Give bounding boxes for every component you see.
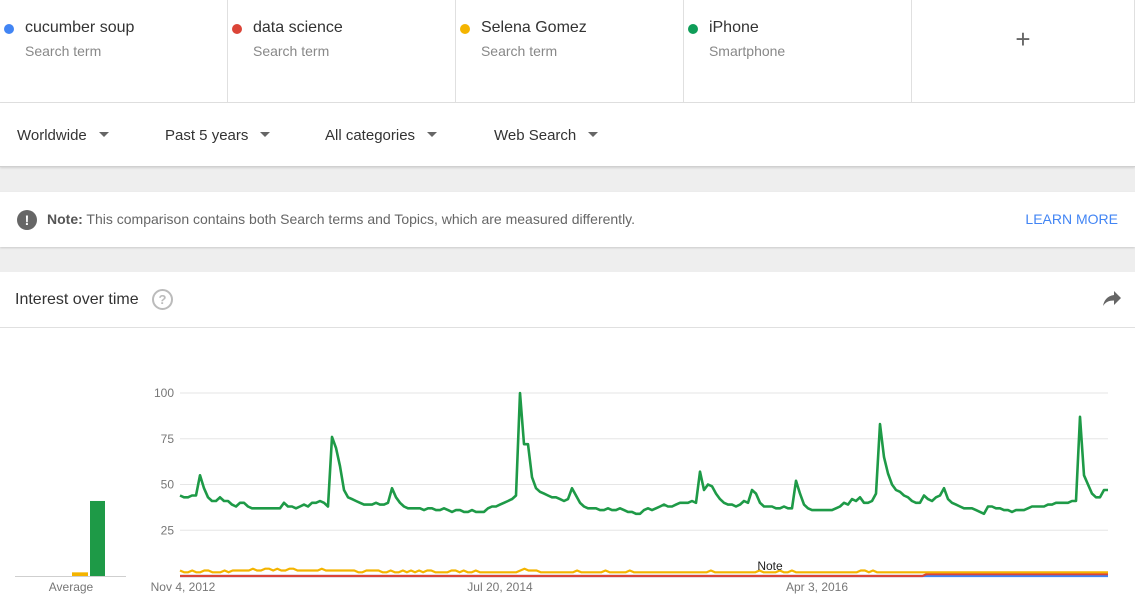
caret-down-icon [427,131,438,137]
search-type-dropdown[interactable]: Web Search [494,127,599,144]
y-tick-label: 75 [161,432,175,446]
interest-over-time-card: Interest over time ? 100 75 50 25 Average Nov… [0,272,1135,609]
average-bar-selena-gomez [72,572,88,576]
search-terms-bar: cucumber soup Search term data science S… [0,0,1135,103]
caret-down-icon [98,131,109,137]
term-name: Selena Gomez [480,19,587,36]
series-line-selena-gomez [179,567,1108,574]
term-kind: Smartphone [708,43,786,59]
x-tick-label: Jul 20, 2014 [467,580,533,594]
filter-bar: Worldwide Past 5 years All categories We… [0,103,1135,167]
category-dropdown[interactable]: All categories [325,127,438,144]
card-header: Interest over time ? [0,272,1135,328]
learn-more-link[interactable]: LEARN MORE [1025,211,1118,227]
note-text: This comparison contains both Search ter… [86,211,636,227]
caret-down-icon [260,131,271,137]
period-dropdown[interactable]: Past 5 years [165,127,271,144]
term-name: cucumber soup [25,19,135,36]
term-name: data science [252,19,343,36]
search-type-label: Web Search [494,127,577,144]
term-name: iPhone [708,19,759,36]
term-kind: Search term [252,43,330,59]
chart-note-annotation: Note [757,559,783,573]
interest-chart: 100 75 50 25 Average Nov 4, 2012 Jul 20, 2014 A… [15,386,1108,594]
caret-down-icon [588,131,599,137]
term-kind: Search term [25,43,102,59]
series-color-dot [459,24,470,34]
term-selena-gomez[interactable]: Selena Gomez Search term [456,0,684,103]
category-label: All categories [325,127,416,144]
x-tick-label: Nov 4, 2012 [151,580,216,594]
series-color-dot [231,24,242,34]
comparison-note: ! Note: This comparison contains both Se… [0,192,1135,247]
note-label: Note: [47,211,83,227]
term-kind: Search term [480,43,558,59]
region-dropdown[interactable]: Worldwide [17,127,109,144]
series-line-iphone [179,391,1108,516]
series-color-dot [4,24,14,34]
add-term-button[interactable]: + [912,0,1135,103]
series-line-data-science [180,573,1108,578]
card-title: Interest over time [15,291,139,308]
question-circle-icon[interactable]: ? [152,289,173,310]
period-label: Past 5 years [165,127,249,144]
plus-icon: + [1015,24,1031,54]
series-color-dot [687,24,698,34]
note-message: Note: This comparison contains both Sear… [47,211,635,227]
average-bar-iphone [90,500,105,576]
y-tick-label: 100 [154,386,174,400]
y-tick-label: 25 [161,523,175,537]
info-icon: ! [17,210,37,230]
y-tick-label: 50 [161,478,175,492]
region-label: Worldwide [17,127,87,144]
average-label: Average [49,580,94,594]
x-tick-label: Apr 3, 2016 [786,580,848,594]
term-iphone[interactable]: iPhone Smartphone [684,0,912,103]
share-arrow-icon[interactable] [1102,291,1122,314]
term-data-science[interactable]: data science Search term [228,0,456,103]
term-cucumber-soup[interactable]: cucumber soup Search term [0,0,228,103]
